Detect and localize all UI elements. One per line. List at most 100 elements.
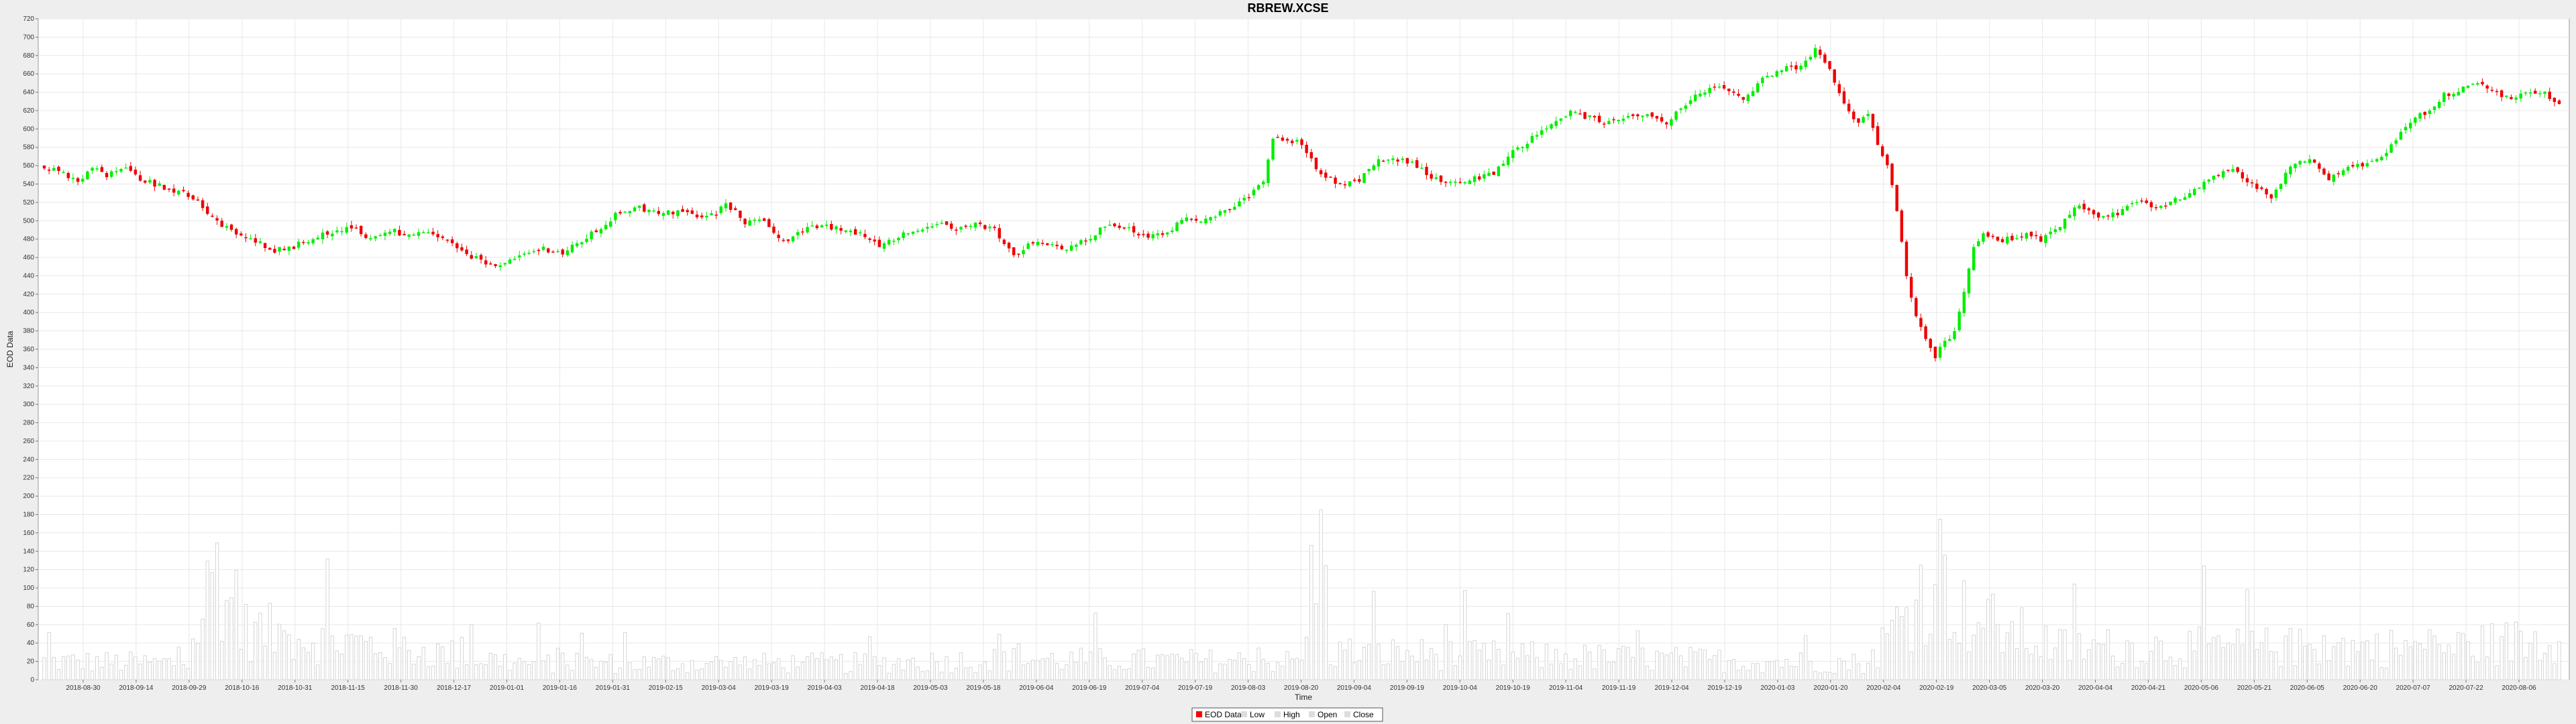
candle-body	[2049, 231, 2052, 235]
volume-bar	[1453, 665, 1458, 680]
volume-bar	[849, 671, 853, 680]
candle	[398, 225, 401, 237]
candle-body	[244, 237, 248, 239]
candle-body	[1674, 111, 1678, 120]
candle-body	[2447, 93, 2451, 97]
candle	[2318, 162, 2321, 173]
candle	[1813, 44, 1817, 60]
volume-bar	[2418, 643, 2422, 680]
candle-body	[830, 224, 833, 230]
y-tick-label: 520	[23, 199, 34, 206]
candle	[1007, 241, 1011, 253]
candle	[1075, 243, 1078, 251]
volume-bar	[2447, 644, 2451, 680]
candle-body	[1501, 164, 1505, 166]
candle	[1387, 159, 1390, 164]
candle	[1319, 168, 1323, 178]
volume-bar	[2428, 629, 2432, 680]
candle	[119, 168, 123, 174]
candle-body	[796, 232, 800, 235]
volume-bar	[1698, 648, 1702, 680]
candle	[1127, 223, 1131, 231]
candle	[105, 171, 109, 180]
volume-bar	[2519, 631, 2523, 680]
candle	[2452, 91, 2455, 100]
volume-bar	[66, 656, 70, 680]
volume-bar	[1871, 650, 1875, 680]
volume-bar	[2207, 644, 2211, 680]
volume-bar	[661, 656, 665, 680]
candle-body	[258, 241, 262, 243]
candle	[2226, 170, 2230, 173]
candle-body	[1497, 166, 1501, 176]
volume-bar	[1161, 654, 1165, 680]
candle	[2414, 116, 2417, 127]
volume-bar	[143, 655, 147, 680]
volume-bar	[2106, 629, 2110, 680]
candle-body	[2361, 163, 2364, 167]
candle	[1161, 230, 1165, 238]
candle-body	[489, 263, 492, 265]
candle	[796, 229, 800, 240]
candle-body	[1189, 219, 1193, 220]
candle-body	[431, 231, 435, 235]
candle-body	[1228, 208, 1232, 210]
volume-bar	[810, 652, 814, 680]
candle-body	[2006, 237, 2009, 244]
volume-bar	[647, 666, 651, 680]
candle-body	[2365, 163, 2369, 167]
candle	[76, 176, 80, 186]
volume-bar	[2351, 640, 2355, 680]
candle	[839, 225, 843, 235]
candle	[1967, 267, 1971, 298]
candle	[249, 234, 252, 240]
volume-bar	[301, 647, 305, 680]
candle	[1674, 110, 1678, 123]
candle-body	[2125, 206, 2129, 211]
volume-bar	[1876, 667, 1880, 680]
volume-bar	[2236, 629, 2240, 680]
candle	[1497, 165, 1501, 177]
volume-bar	[1866, 662, 1870, 680]
candle	[2538, 90, 2542, 98]
volume-bar	[1722, 672, 1726, 680]
legend-swatch-high	[1275, 711, 1281, 717]
volume-bar	[541, 660, 545, 680]
candle	[1233, 202, 1236, 210]
candle-body	[417, 232, 421, 236]
candle	[325, 230, 329, 239]
volume-bar	[906, 660, 910, 680]
volume-bar	[1228, 658, 1232, 680]
candle-body	[52, 168, 56, 171]
volume-bar	[2139, 660, 2144, 680]
candle	[1180, 217, 1183, 225]
candle	[614, 211, 617, 224]
candle	[364, 232, 368, 239]
volume-bar	[1458, 656, 1462, 680]
candle	[2140, 198, 2143, 204]
candle-body	[182, 190, 185, 192]
candle	[2534, 88, 2537, 94]
candle-body	[1593, 116, 1597, 118]
volume-bar	[637, 668, 641, 680]
candle	[1165, 231, 1169, 237]
candle-body	[1108, 225, 1112, 226]
candle	[1271, 137, 1275, 162]
volume-bar	[2202, 565, 2206, 680]
candle-body	[316, 237, 320, 240]
candle	[1362, 173, 1366, 184]
candle	[810, 221, 814, 227]
candle-body	[91, 168, 94, 171]
candle-body	[1151, 234, 1155, 239]
y-tick-label: 600	[23, 125, 34, 133]
candle	[748, 217, 751, 226]
candle-body	[1631, 114, 1635, 117]
volume-bar	[220, 641, 224, 680]
volume-bar	[205, 560, 209, 680]
volume-bar	[1319, 509, 1323, 680]
candle	[1276, 134, 1279, 138]
candle	[2212, 175, 2216, 184]
candle	[1660, 113, 1664, 124]
volume-bar	[757, 664, 761, 680]
volume-bar	[1060, 668, 1064, 680]
